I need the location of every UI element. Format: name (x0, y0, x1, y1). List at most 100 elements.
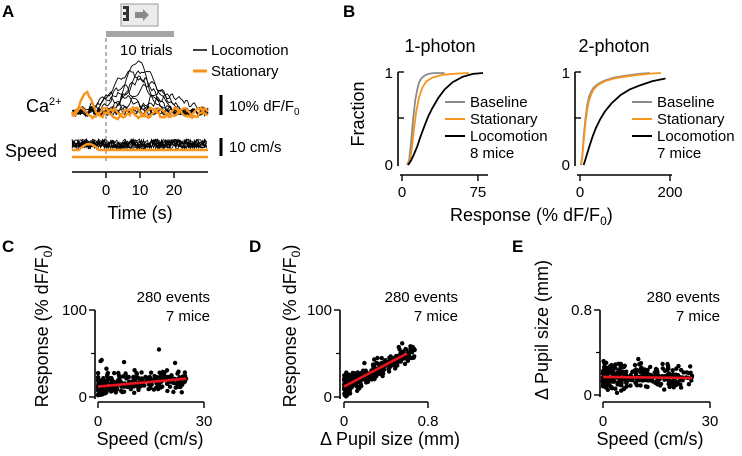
time-axis-label: Time (s) (107, 203, 172, 223)
scatter-point (613, 366, 618, 371)
speed-label: Speed (5, 141, 57, 161)
scatter-point (688, 370, 693, 375)
scatter-ytick-label: 0 (79, 389, 87, 406)
scatter-point (386, 369, 392, 374)
scatter-point (648, 364, 653, 370)
scatter-point (171, 389, 176, 395)
scatter-point (615, 370, 620, 375)
scatter-point (409, 355, 414, 361)
b-left-legend-stationary: Stationary (470, 111, 538, 128)
scatter-point (634, 383, 640, 388)
scatter-point (622, 363, 627, 368)
scatter-point (143, 374, 148, 380)
scatter-point (123, 371, 128, 376)
panel-c-letter: C (2, 237, 14, 256)
scatter-point (373, 370, 378, 376)
time-tick-label: 10 (132, 182, 149, 199)
cdf-1-photon: 1-photon 1 0 0 75 Baseline Stationary Loc… (385, 36, 548, 201)
scatter-point (632, 362, 638, 368)
cdf-xtick-label: 200 (657, 184, 682, 201)
scatter-point (403, 347, 409, 352)
scatter-point (609, 364, 615, 369)
scatter-point (342, 387, 347, 392)
scatter-xtick-label: 30 (196, 413, 213, 430)
b-right-legend: Baseline Stationary Locomotion 7 mice (632, 94, 735, 162)
cdf-xtick-label: 75 (470, 184, 487, 201)
panel-e-annot-events: 280 events (647, 289, 720, 306)
scatter-point (121, 389, 127, 394)
scatter-point (406, 351, 411, 356)
scatter-point (618, 361, 624, 367)
b-right-ytick-0: 0 (562, 157, 570, 174)
scatter-point (645, 384, 650, 390)
scatter-point (162, 373, 167, 379)
scatter-point (624, 384, 629, 389)
scatter-point (396, 359, 401, 365)
scatter-point (179, 390, 184, 395)
panel-c-ylabel: Response (% dF/F0) (32, 245, 55, 408)
b-left-legend-baseline: Baseline (470, 94, 528, 111)
b-right-legend-stationary: Stationary (657, 111, 725, 128)
panel-e-xlabel: Speed (cm/s) (596, 429, 703, 449)
scatter-point (615, 382, 620, 387)
scatter-point (618, 366, 623, 371)
scatter-point (117, 376, 122, 381)
scatter-point (614, 390, 620, 395)
scatter-xtick-label: 0 (340, 413, 348, 430)
panel-d-xlabel: Δ Pupil size (mm) (320, 429, 460, 449)
legend-locomotion-label: Locomotion (211, 42, 289, 59)
scatter-point (98, 378, 103, 384)
scatter-point (165, 388, 170, 394)
scatter-point (609, 384, 614, 390)
scatter-point (148, 370, 154, 375)
cdf-line-locomotion (407, 72, 484, 166)
scatter-point (358, 381, 363, 387)
scatter-point (164, 381, 170, 386)
scatter-speed-vs-pupil: E Δ Pupil size (mm) Speed (cm/s) 280 eve… (512, 237, 720, 449)
b-left-mice: 8 mice (470, 145, 514, 162)
b-left-title: 1-photon (404, 36, 475, 56)
scatter-point (380, 373, 385, 379)
scatter-point (380, 367, 386, 373)
panel-e-annot-mice: 7 mice (676, 308, 720, 325)
scatter-point (175, 371, 180, 376)
legend-stationary-label: Stationary (211, 63, 279, 80)
panel-e-ylabel: Δ Pupil size (mm) (532, 260, 552, 400)
scatter-point (147, 376, 152, 381)
scatter-point (174, 381, 179, 386)
scatter-speed-vs-response: C Response (% dF/F0) Speed (cm/s) 280 ev… (2, 237, 212, 449)
scatter-point (139, 370, 144, 375)
scatter-point (408, 344, 413, 349)
scatter-point (155, 386, 161, 392)
scatter-point (108, 389, 114, 394)
scatter-point (116, 370, 121, 376)
cdf-line-stationary (407, 72, 469, 166)
scatter-ytick-label: 0 (584, 387, 592, 404)
scatter-point (128, 385, 133, 390)
scatter-point (156, 347, 162, 352)
scatter-point (637, 362, 642, 367)
scatter-point (670, 368, 675, 373)
scatter-point (134, 371, 139, 376)
b-right-ytick-1: 1 (562, 65, 570, 82)
b-right-title: 2-photon (578, 36, 649, 56)
panel-b-xlabel: Response (% dF/F0) (450, 205, 613, 228)
fit-line (602, 375, 693, 380)
scatter-point (136, 387, 141, 393)
scatter-point (396, 344, 401, 350)
scatter-point (113, 390, 119, 395)
scatter-point (410, 348, 415, 353)
scatter-xtick-label: 0 (94, 413, 102, 430)
scatter-point (342, 392, 347, 398)
cdf-line-baseline (406, 72, 445, 166)
scatter-point (126, 374, 131, 380)
ca-label: Ca2+ (26, 96, 62, 116)
panel-c-xlabel: Speed (cm/s) (96, 429, 203, 449)
scatter-point (674, 366, 679, 371)
scatter-point (348, 374, 353, 379)
scatter-point (600, 379, 606, 384)
scatter-point (638, 383, 643, 388)
speed-trace-stationary (72, 142, 208, 152)
scatter-point (365, 379, 371, 384)
